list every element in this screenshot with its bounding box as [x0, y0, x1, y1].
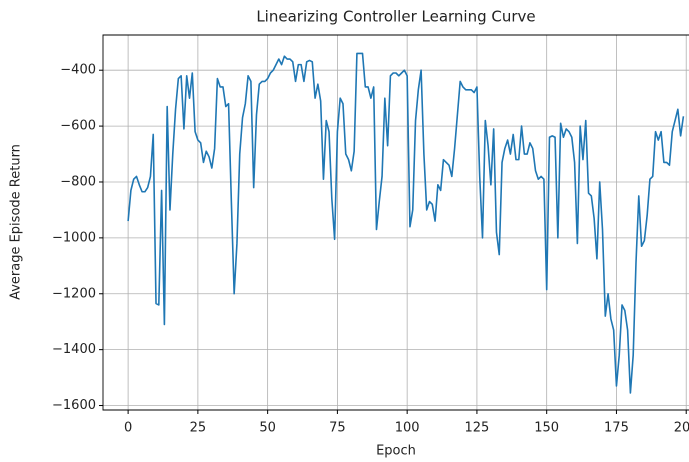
- x-tick-label: 125: [465, 421, 490, 436]
- x-tick-label: 25: [190, 421, 207, 436]
- y-axis-label: Average Episode Return: [9, 144, 24, 300]
- y-tick-label: −1000: [52, 230, 96, 245]
- y-tick-label: −600: [60, 119, 96, 134]
- x-tick-label: 175: [604, 421, 629, 436]
- y-tick-label: −1200: [52, 286, 96, 301]
- x-tick-label: 75: [329, 421, 346, 436]
- x-tick-label: 200: [674, 421, 689, 436]
- axes-frame: [102, 34, 689, 411]
- chart-title: Linearizing Controller Learning Curve: [256, 8, 535, 26]
- x-tick-label: 0: [124, 421, 132, 436]
- y-tick-label: −400: [60, 63, 96, 78]
- y-tick-label: −1600: [52, 398, 96, 413]
- y-tick-label: −1400: [52, 342, 96, 357]
- x-tick-label: 150: [534, 421, 559, 436]
- x-axis-label: Epoch: [376, 444, 416, 459]
- x-tick-label: 100: [395, 421, 420, 436]
- y-tick-label: −800: [60, 174, 96, 189]
- line-series: [127, 52, 685, 394]
- x-tick-label: 50: [259, 421, 276, 436]
